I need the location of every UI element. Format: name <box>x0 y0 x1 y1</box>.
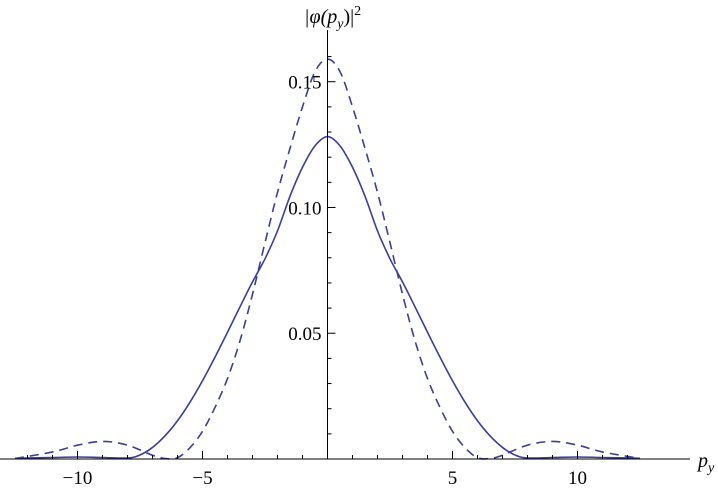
y-axis-label: |φ(py)|2 <box>304 4 361 32</box>
x-tick-label: −5 <box>192 468 212 489</box>
x-axis-label: py <box>696 450 715 476</box>
x-tick-label: 5 <box>448 468 458 489</box>
x-tick-label: 10 <box>568 468 587 489</box>
x-tick-label: −10 <box>63 468 93 489</box>
y-tick-label: 0.15 <box>288 73 321 94</box>
y-tick-label: 0.10 <box>288 198 321 219</box>
ticks-group: −10 −5 5 10 0.05 0.10 0.15 <box>27 56 628 489</box>
y-tick-label: 0.05 <box>288 324 321 345</box>
